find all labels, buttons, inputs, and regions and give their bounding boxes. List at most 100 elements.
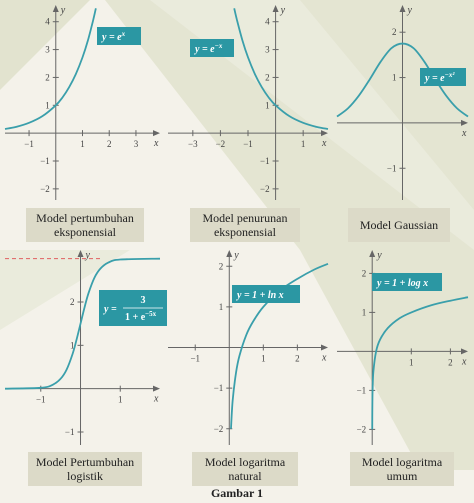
equation-label-box bbox=[420, 68, 466, 86]
equation-exponent: −x bbox=[215, 42, 223, 50]
x-axis-arrow bbox=[461, 119, 468, 126]
y-axis-label: y bbox=[280, 5, 286, 16]
caption-gaussian: Model Gaussian bbox=[348, 208, 450, 242]
y-axis-label: y bbox=[85, 250, 91, 261]
x-tick-label: −2 bbox=[216, 139, 226, 149]
y-axis-label: y bbox=[233, 250, 239, 261]
x-axis-label: x bbox=[321, 353, 327, 364]
equation-label-box bbox=[190, 39, 234, 57]
x-axis-label: x bbox=[153, 394, 159, 405]
y-tick-label: 2 bbox=[265, 72, 270, 82]
equation-label: y = e−x bbox=[190, 39, 234, 57]
y-tick-label: 1 bbox=[392, 73, 397, 83]
x-tick-label: −1 bbox=[36, 395, 46, 405]
equation-numerator: 3 bbox=[141, 295, 146, 306]
x-axis-arrow bbox=[461, 348, 468, 355]
caption-logistic: Model Pertumbuhan logistik bbox=[28, 452, 142, 486]
y-tick-label: 3 bbox=[45, 45, 50, 55]
equation-label: y = ex bbox=[97, 27, 141, 45]
y-tick-label: 2 bbox=[219, 261, 224, 271]
y-tick-label: −1 bbox=[357, 385, 367, 395]
y-tick-label: 2 bbox=[45, 72, 50, 82]
y-axis-arrow bbox=[272, 5, 279, 12]
y-tick-label: 1 bbox=[45, 100, 50, 110]
equation-label-box bbox=[97, 27, 141, 45]
x-tick-label: 3 bbox=[134, 139, 139, 149]
x-tick-label: −1 bbox=[190, 354, 200, 364]
equation-text: y = 1 + log x bbox=[376, 278, 428, 289]
equation-exponent: −5x bbox=[145, 310, 156, 318]
y-tick-label: −1 bbox=[40, 156, 50, 166]
y-axis-arrow bbox=[226, 250, 233, 257]
y-axis-label: y bbox=[60, 5, 66, 16]
y-axis-label: y bbox=[407, 5, 413, 16]
caption-exponential-growth: Model pertumbuhan eksponensial bbox=[26, 208, 144, 242]
equation-label: y = e−x² bbox=[420, 68, 466, 86]
x-tick-label: −1 bbox=[24, 139, 34, 149]
y-axis-arrow bbox=[52, 5, 59, 12]
x-tick-label: −1 bbox=[243, 139, 253, 149]
y-axis-arrow bbox=[399, 5, 406, 12]
series-curve bbox=[371, 296, 469, 430]
x-tick-label: 2 bbox=[107, 139, 112, 149]
y-tick-label: 4 bbox=[45, 17, 50, 27]
y-tick-label: 2 bbox=[362, 268, 367, 278]
x-axis-arrow bbox=[153, 385, 160, 392]
y-tick-label: −1 bbox=[214, 383, 224, 393]
x-axis-arrow bbox=[153, 130, 160, 137]
equation-label: y = 1 + ln x bbox=[232, 285, 300, 303]
y-axis-arrow bbox=[369, 250, 376, 257]
y-tick-label: −1 bbox=[387, 163, 397, 173]
y-tick-label: 3 bbox=[265, 45, 270, 55]
x-tick-label: 1 bbox=[261, 354, 266, 364]
equation-exponent: −x² bbox=[445, 71, 456, 79]
y-axis-label: y bbox=[376, 250, 382, 261]
y-tick-label: −2 bbox=[40, 184, 50, 194]
equation-exponent: x bbox=[121, 30, 126, 38]
series-curve bbox=[4, 8, 97, 130]
series-curve bbox=[4, 257, 161, 390]
x-tick-label: 1 bbox=[80, 139, 85, 149]
y-tick-label: 1 bbox=[362, 307, 367, 317]
x-axis-arrow bbox=[321, 130, 328, 137]
y-tick-label: 1 bbox=[219, 302, 224, 312]
y-tick-label: −1 bbox=[260, 156, 270, 166]
series-curve bbox=[336, 42, 469, 118]
series-curve bbox=[230, 262, 329, 429]
x-tick-label: 2 bbox=[448, 357, 453, 367]
equation-label-box bbox=[372, 273, 442, 291]
y-tick-label: −2 bbox=[260, 184, 270, 194]
x-axis-label: x bbox=[461, 128, 467, 139]
x-tick-label: 1 bbox=[118, 395, 123, 405]
x-tick-label: 1 bbox=[409, 357, 414, 367]
y-tick-label: −2 bbox=[357, 424, 367, 434]
y-tick-label: −2 bbox=[214, 424, 224, 434]
x-tick-label: 2 bbox=[295, 354, 300, 364]
caption-exponential-decay: Model penurunan eksponensial bbox=[190, 208, 300, 242]
y-tick-label: 2 bbox=[70, 297, 75, 307]
y-tick-label: 1 bbox=[70, 340, 75, 350]
y-tick-label: 4 bbox=[265, 17, 270, 27]
x-tick-label: 1 bbox=[301, 139, 306, 149]
x-axis-label: x bbox=[321, 138, 327, 149]
equation-text: y = 1 + ln x bbox=[236, 290, 284, 301]
x-axis-label: x bbox=[461, 356, 467, 367]
equation-label-box bbox=[232, 285, 300, 303]
x-axis-label: x bbox=[153, 138, 159, 149]
y-tick-label: −1 bbox=[65, 427, 75, 437]
y-tick-label: 2 bbox=[392, 27, 397, 37]
y-axis-arrow bbox=[77, 250, 84, 257]
caption-common-log: Model logaritma umum bbox=[350, 452, 454, 486]
series-curve bbox=[233, 8, 329, 130]
caption-natural-log: Model logaritma natural bbox=[192, 452, 298, 486]
equation-text: y = ex bbox=[101, 30, 126, 43]
equation-prefix: y = bbox=[103, 304, 117, 315]
figure-caption: Gambar 1 bbox=[210, 486, 264, 500]
x-axis-arrow bbox=[321, 344, 328, 351]
